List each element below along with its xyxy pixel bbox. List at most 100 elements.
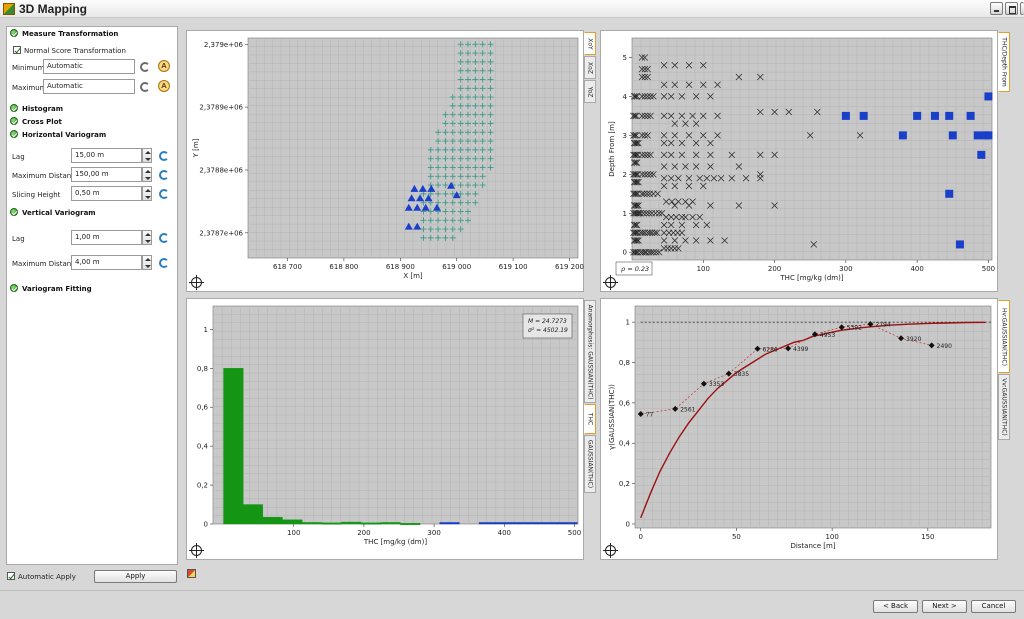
map-plot[interactable]: 618 700 618 800 618 900 619 000 619 100 619 2… [187, 31, 585, 293]
apply-button[interactable]: Apply [94, 570, 177, 583]
x-axis-label: THC [mg/kg (dm)] [779, 274, 843, 282]
h-slicing-input[interactable]: 0,50 m [71, 186, 142, 201]
maximize-icon[interactable] [1005, 2, 1018, 15]
tab-anamorphosis[interactable]: Anamorphosis: GAUSSIAN(THC) [584, 300, 596, 403]
reset-v-maxdist-icon[interactable] [159, 258, 169, 268]
data-x-marker [810, 241, 818, 248]
reset-minimum-icon[interactable] [140, 62, 150, 72]
h-lag-input[interactable]: 15,00 m [71, 148, 142, 163]
tab-thc[interactable]: THC [584, 404, 596, 434]
tab-gaussian-thc[interactable]: GAUSSIAN(THC) [584, 435, 596, 493]
auto-minimum-icon[interactable]: A [158, 60, 170, 72]
automatic-apply-checkbox[interactable] [7, 572, 15, 580]
tab-hv-gaussian[interactable]: Hv:GAUSSIAN(THC) [998, 300, 1010, 373]
minimum-input[interactable]: Automatic [43, 59, 135, 74]
section-variogram-fitting[interactable]: Variogram Fitting [22, 285, 92, 293]
reset-maximum-icon[interactable] [140, 82, 150, 92]
sample-cross-marker [479, 85, 486, 92]
locate-icon[interactable] [189, 543, 204, 558]
tab-thc-depth-from[interactable]: THC/Depth From [998, 32, 1010, 92]
expand-variogram-fitting-icon[interactable] [10, 284, 18, 292]
histogram-bar [400, 523, 421, 525]
data-x-marker [685, 62, 693, 69]
v-lag-input[interactable]: 1,00 m [71, 230, 142, 245]
y-tick-label: 3 [623, 132, 627, 140]
back-button[interactable]: < Back [873, 600, 918, 613]
sample-cross-marker [449, 138, 456, 145]
sample-cross-marker [449, 94, 456, 101]
h-lag-spinner[interactable] [142, 148, 152, 163]
sample-cross-marker [435, 138, 442, 145]
sample-cross-marker [457, 164, 464, 171]
section-histogram[interactable]: Histogram [22, 105, 64, 113]
data-x-marker [707, 151, 714, 159]
maximum-input[interactable]: Automatic [43, 79, 135, 94]
expand-measure-icon[interactable] [10, 29, 18, 37]
v-maxdist-spinner[interactable] [142, 255, 152, 270]
variogram-plot[interactable]: 0 50 100 150 0 0,2 0,4 0,6 0,8 1 Distance [m] γ(GAU… [601, 299, 999, 561]
auto-maximum-icon[interactable]: A [158, 80, 170, 92]
reset-h-slicing-icon[interactable] [159, 189, 169, 199]
close-icon[interactable] [1020, 2, 1024, 15]
section-cross-plot[interactable]: Cross Plot [22, 118, 62, 126]
section-horizontal-variogram[interactable]: Horizontal Variogram [22, 131, 107, 139]
tab-vv-gaussian[interactable]: Vv:GAUSSIAN(THC) [998, 374, 1010, 440]
expand-horizontal-variogram-icon[interactable] [10, 130, 18, 138]
variogram-panel: 0 50 100 150 0 0,2 0,4 0,6 0,8 1 Distance [m] γ(GAU… [600, 298, 998, 560]
section-vertical-variogram[interactable]: Vertical Variogram [22, 209, 96, 217]
locate-icon[interactable] [603, 543, 618, 558]
x-axis-label: Distance [m] [790, 542, 835, 550]
reset-h-maxdist-icon[interactable] [159, 170, 169, 180]
section-measure-transformation[interactable]: Measure Transformation [22, 30, 119, 38]
h-slicing-spinner[interactable] [142, 186, 152, 201]
export-icon[interactable] [187, 569, 196, 578]
sample-cross-marker [435, 182, 442, 189]
data-x-marker [714, 81, 721, 88]
sample-triangle-marker [432, 203, 441, 211]
histogram-plot[interactable]: 100 200 300 400 500 0 0,2 0,4 0,6 0,8 1 THC [mg/kg … [187, 299, 585, 561]
data-x-marker [728, 174, 736, 182]
y-tick-label: 2,3787e+06 [199, 229, 243, 237]
sample-cross-marker [420, 190, 427, 197]
h-maxdist-label: Maximum Distance [12, 172, 80, 180]
data-x-marker [696, 213, 703, 221]
minimize-icon[interactable] [990, 2, 1003, 15]
histogram-bar [380, 522, 401, 525]
sample-cross-marker [442, 173, 449, 180]
sample-cross-marker [449, 102, 456, 109]
v-lag-spinner[interactable] [142, 230, 152, 245]
sample-cross-marker [449, 234, 456, 241]
sample-cross-marker [442, 182, 449, 189]
reset-v-lag-icon[interactable] [159, 233, 169, 243]
point-pair-count-label: 2490 [937, 343, 952, 350]
tab-yoz[interactable]: YoZ [584, 80, 596, 103]
sample-cross-marker [427, 226, 434, 233]
sample-cross-marker [457, 138, 464, 145]
normal-score-checkbox[interactable] [13, 46, 21, 54]
sample-cross-marker [457, 111, 464, 118]
data-x-marker [660, 132, 668, 139]
expand-histogram-icon[interactable] [10, 104, 18, 112]
expand-cross-plot-icon[interactable] [10, 117, 18, 125]
point-pair-count-label: 3835 [734, 371, 749, 378]
scatter-plot[interactable]: 100 200 300 400 500 0 1 2 3 4 5 THC [mg/kg (dm)] Dep… [601, 31, 999, 293]
tab-xoz[interactable]: XoZ [584, 56, 596, 79]
h-maxdist-spinner[interactable] [142, 167, 152, 182]
expand-vertical-variogram-icon[interactable] [10, 208, 18, 216]
data-x-marker [660, 93, 668, 100]
data-x-marker [685, 182, 693, 190]
locate-icon[interactable] [603, 275, 618, 290]
sample-cross-marker [427, 217, 434, 224]
sample-cross-marker [465, 164, 471, 171]
sample-cross-marker [472, 67, 479, 74]
locate-icon[interactable] [189, 275, 204, 290]
cancel-button[interactable]: Cancel [971, 600, 1016, 613]
sample-cross-marker [487, 50, 494, 57]
tab-xoy[interactable]: XoY [584, 32, 596, 55]
h-maxdist-input[interactable]: 150,00 m [71, 167, 142, 182]
next-button[interactable]: Next > [922, 600, 967, 613]
v-maxdist-input[interactable]: 4,00 m [71, 255, 142, 270]
y-axis-label: Y [m] [192, 138, 200, 158]
y-tick-label: 5 [623, 54, 627, 62]
reset-h-lag-icon[interactable] [159, 151, 169, 161]
